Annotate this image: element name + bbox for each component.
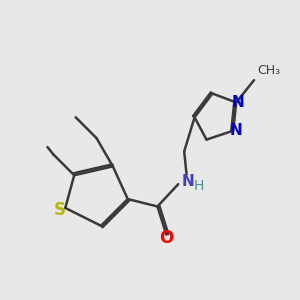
Text: N: N bbox=[231, 95, 244, 110]
Text: O: O bbox=[159, 229, 173, 247]
Text: CH₃: CH₃ bbox=[257, 64, 280, 77]
Text: N: N bbox=[182, 174, 195, 189]
Text: N: N bbox=[230, 123, 243, 138]
Text: S: S bbox=[54, 201, 66, 219]
Text: H: H bbox=[194, 179, 204, 193]
